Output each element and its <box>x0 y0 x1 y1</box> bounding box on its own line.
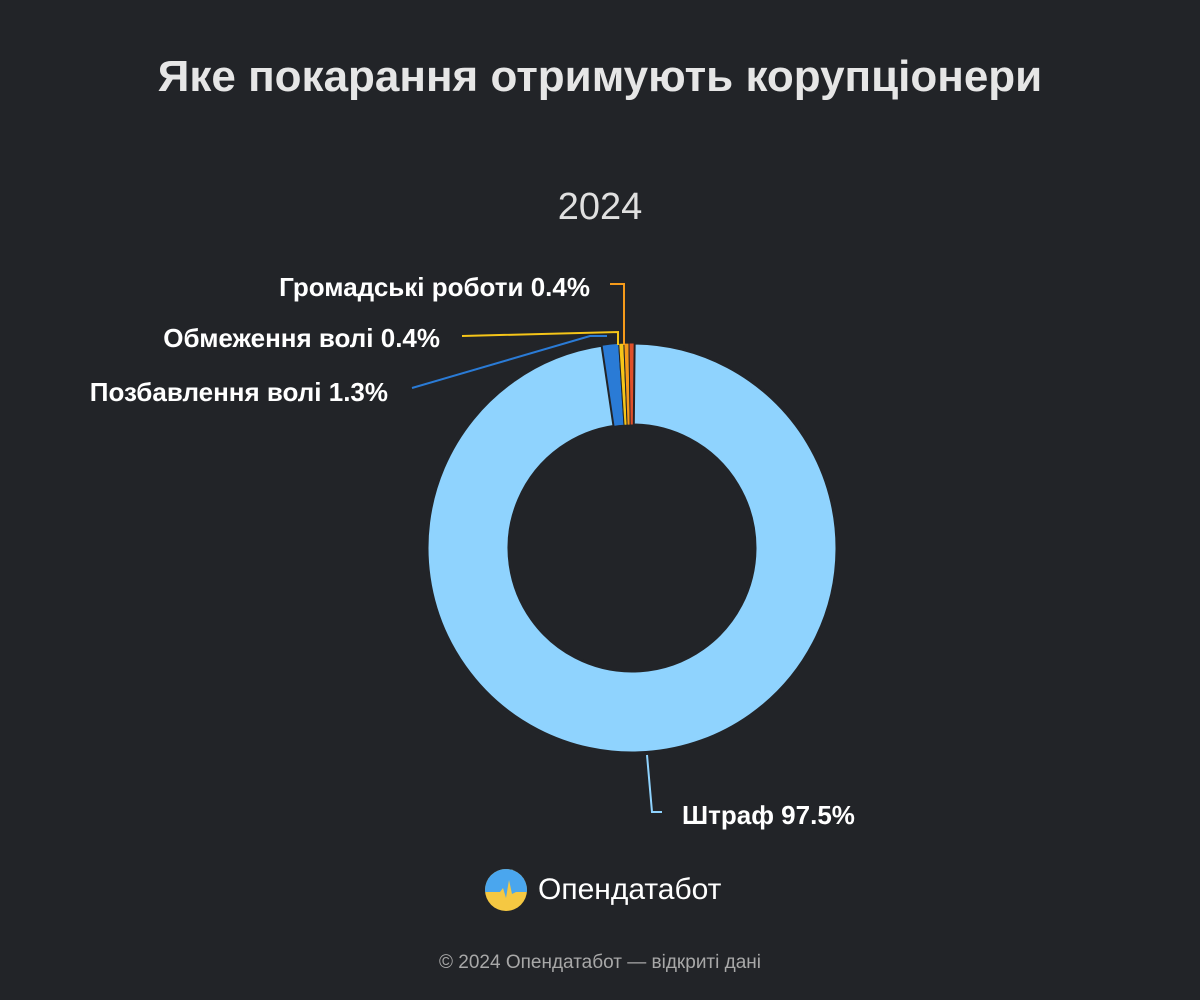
chart-title: Яке покарання отримують корупціонери <box>157 52 1043 101</box>
donut-slice-1 <box>425 341 839 755</box>
leader-line-fine <box>646 754 662 813</box>
slice-label-fine: Штраф 97.5% <box>682 800 855 830</box>
brand-logo: Опендатабот <box>484 868 721 912</box>
logo-text: Опендатабот <box>538 873 722 906</box>
slice-label-restriction: Обмеження волі 0.4% <box>163 323 440 353</box>
slice-label-community: Громадські роботи 0.4% <box>279 272 590 302</box>
leader-line-community <box>610 283 625 345</box>
footer-copyright: © 2024 Опендатабот — відкриті дані <box>439 952 761 973</box>
opendatabot-logo-icon <box>485 869 527 911</box>
slice-label-prison: Позбавлення волі 1.3% <box>90 377 388 407</box>
chart-subtitle: 2024 <box>557 186 643 228</box>
donut-slice-5 <box>628 342 635 426</box>
leader-line-prison <box>411 335 607 389</box>
leader-line-restriction <box>461 330 619 345</box>
